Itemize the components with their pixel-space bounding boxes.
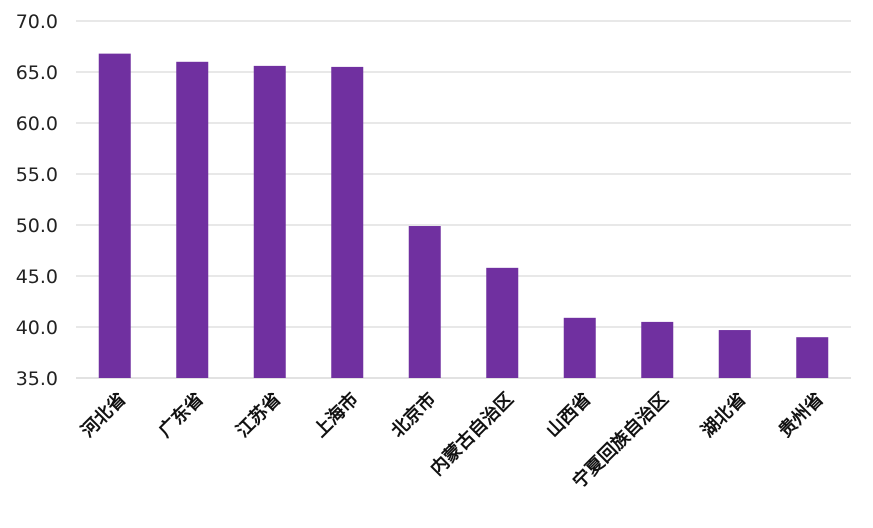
x-category-label: 广东省 xyxy=(154,388,208,442)
y-tick-label: 65.0 xyxy=(16,62,58,84)
bar xyxy=(98,53,131,378)
bar xyxy=(796,337,829,378)
x-category-label: 上海市 xyxy=(309,388,363,442)
y-axis-tick-labels: 35.0 40.0 45.0 50.0 55.0 60.0 65.0 70.0 xyxy=(16,11,58,390)
x-category-label: 湖北省 xyxy=(697,388,751,442)
y-tick-label: 60.0 xyxy=(16,113,58,135)
bar xyxy=(253,65,286,378)
x-category-label: 北京市 xyxy=(387,388,441,442)
bar xyxy=(331,66,364,379)
y-tick-label: 50.0 xyxy=(16,215,58,237)
x-category-label: 河北省 xyxy=(77,388,131,442)
y-tick-label: 40.0 xyxy=(16,317,58,339)
y-tick-label: 35.0 xyxy=(16,368,58,390)
bar xyxy=(563,317,596,378)
x-category-label: 内蒙古自治区 xyxy=(426,388,518,480)
x-category-label: 江苏省 xyxy=(232,388,286,442)
bar xyxy=(641,321,674,378)
bar xyxy=(408,226,441,378)
bars xyxy=(98,53,829,379)
y-tick-label: 45.0 xyxy=(16,266,58,288)
x-category-label: 山西省 xyxy=(542,388,596,442)
bar xyxy=(176,61,209,379)
bar xyxy=(718,330,751,378)
y-tick-label: 55.0 xyxy=(16,164,58,186)
y-tick-label: 70.0 xyxy=(16,11,58,33)
bar xyxy=(486,267,519,378)
x-category-label: 贵州省 xyxy=(774,388,828,442)
